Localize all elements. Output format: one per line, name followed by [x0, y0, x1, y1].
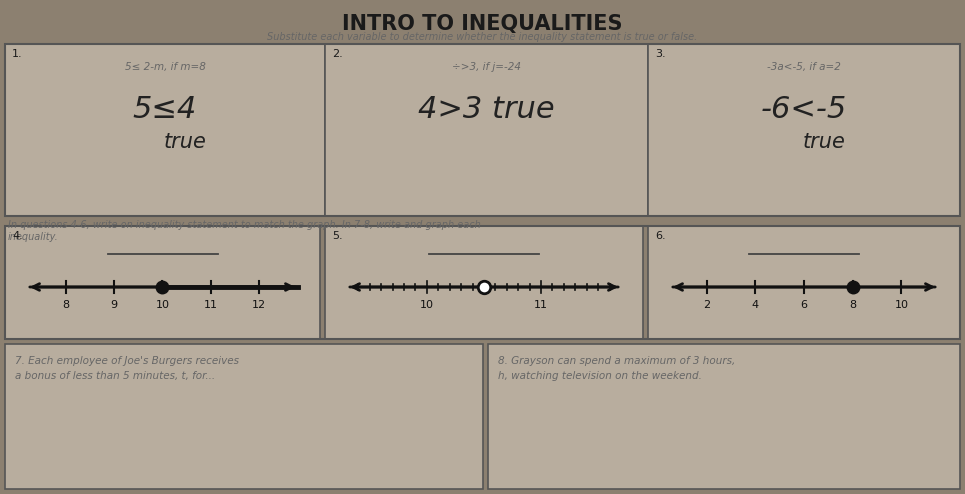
Text: 6.: 6.	[655, 231, 666, 241]
Text: 3.: 3.	[655, 49, 666, 59]
Text: In questions 4-6, write on inequality statement to match the graph. In 7-8, writ: In questions 4-6, write on inequality st…	[8, 220, 481, 242]
Text: 8: 8	[62, 300, 69, 310]
Text: 5≤ 2-m, if m=8: 5≤ 2-m, if m=8	[124, 62, 206, 72]
Text: 11: 11	[204, 300, 218, 310]
Bar	[488, 344, 960, 489]
Text: 11: 11	[534, 300, 548, 310]
Text: 12: 12	[252, 300, 266, 310]
Text: ÷>3, if j=-24: ÷>3, if j=-24	[452, 62, 521, 72]
Bar	[5, 226, 320, 339]
Text: 8: 8	[849, 300, 856, 310]
Bar	[5, 44, 960, 216]
Text: true: true	[163, 132, 207, 152]
Text: 7. Each employee of Joe's Burgers receives
a bonus of less than 5 minutes, t, fo: 7. Each employee of Joe's Burgers receiv…	[15, 356, 239, 381]
Text: 4.: 4.	[12, 231, 23, 241]
Bar	[648, 226, 960, 339]
Text: -6<-5: -6<-5	[760, 95, 847, 124]
Bar	[5, 44, 325, 216]
Bar	[325, 226, 643, 339]
Text: 2.: 2.	[332, 49, 343, 59]
Bar	[5, 226, 960, 339]
Text: 1.: 1.	[12, 49, 22, 59]
Text: 10: 10	[895, 300, 908, 310]
Text: 5.: 5.	[332, 231, 343, 241]
Text: true: true	[803, 132, 845, 152]
Text: 10: 10	[420, 300, 434, 310]
Text: INTRO TO INEQUALITIES: INTRO TO INEQUALITIES	[342, 14, 622, 34]
Text: 4: 4	[752, 300, 758, 310]
Bar	[648, 44, 960, 216]
Text: -3a<-5, if a=2: -3a<-5, if a=2	[767, 62, 841, 72]
Text: 9: 9	[111, 300, 118, 310]
Text: 6: 6	[801, 300, 808, 310]
Text: 4>3 true: 4>3 true	[418, 95, 555, 124]
Text: 10: 10	[155, 300, 170, 310]
Text: 8. Grayson can spend a maximum of 3 hours,
h, watching television on the weekend: 8. Grayson can spend a maximum of 3 hour…	[498, 356, 735, 381]
Text: 5≤4: 5≤4	[133, 95, 197, 124]
Text: Substitute each variable to determine whether the inequality statement is true o: Substitute each variable to determine wh…	[267, 32, 697, 42]
Bar	[5, 344, 483, 489]
Bar	[325, 44, 648, 216]
Text: 2: 2	[703, 300, 710, 310]
